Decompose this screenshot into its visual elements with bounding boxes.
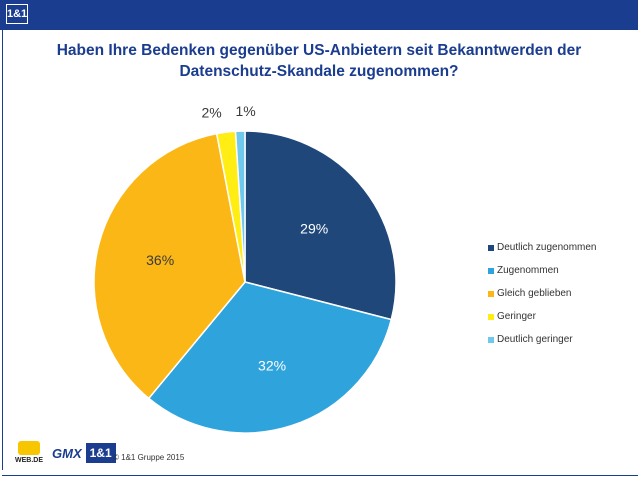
legend-label-1: Deutlich zugenommen [497,242,597,253]
frame-bottom-line [2,475,638,476]
chart-legend: Deutlich zugenommen Zugenommen Gleich gebl… [488,236,597,351]
legend-label-3: Gleich geblieben [497,288,572,299]
legend-label-4: Geringer [497,311,536,322]
pie-label-1: 29% [300,220,328,236]
frame-left-line [2,30,3,470]
chart-title: Haben Ihre Bedenken gegenüber US-Anbiete… [20,40,618,82]
pie-slice-3 [93,132,246,400]
webde-logo-icon [18,441,40,455]
pie-label-3: 36% [146,252,174,268]
legend-swatch-5 [488,336,494,343]
header-bar: 1&1 [0,0,638,30]
legend-label-2: Zugenommen [497,265,559,276]
legend-swatch-3 [488,290,494,297]
pie-label-4: 2% [201,104,221,120]
legend-item-5: Deutlich geringer [488,328,597,351]
legend-item-3: Gleich geblieben [488,282,597,305]
chart-title-line-2: Datenschutz-Skandale zugenommen? [179,63,459,80]
pie-slice-1 [244,130,397,321]
pie-label-2: 32% [258,357,286,373]
gmx-logo: GMX [52,445,82,461]
legend-item-4: Geringer [488,305,597,328]
legend-item-1: Deutlich zugenommen [488,236,597,259]
brand-logo: 1&1 [6,4,28,24]
legend-swatch-4 [488,313,494,320]
pie-label-5: 1% [236,103,256,119]
copyright-text: © 1&1 Gruppe 2015 [113,453,185,462]
webde-logo: WEB.DE [14,439,44,467]
legend-swatch-2 [488,267,494,274]
pie-slice-2 [147,281,393,434]
pie-slice-5 [234,130,246,283]
footer-logos: WEB.DE GMX 1&1 [14,437,116,469]
legend-item-2: Zugenommen [488,259,597,282]
legend-swatch-1 [488,244,494,251]
legend-label-5: Deutlich geringer [497,334,573,345]
webde-logo-text: WEB.DE [15,457,43,464]
chart-title-line-1: Haben Ihre Bedenken gegenüber US-Anbiete… [56,42,582,59]
one-and-one-logo: 1&1 [85,443,116,463]
